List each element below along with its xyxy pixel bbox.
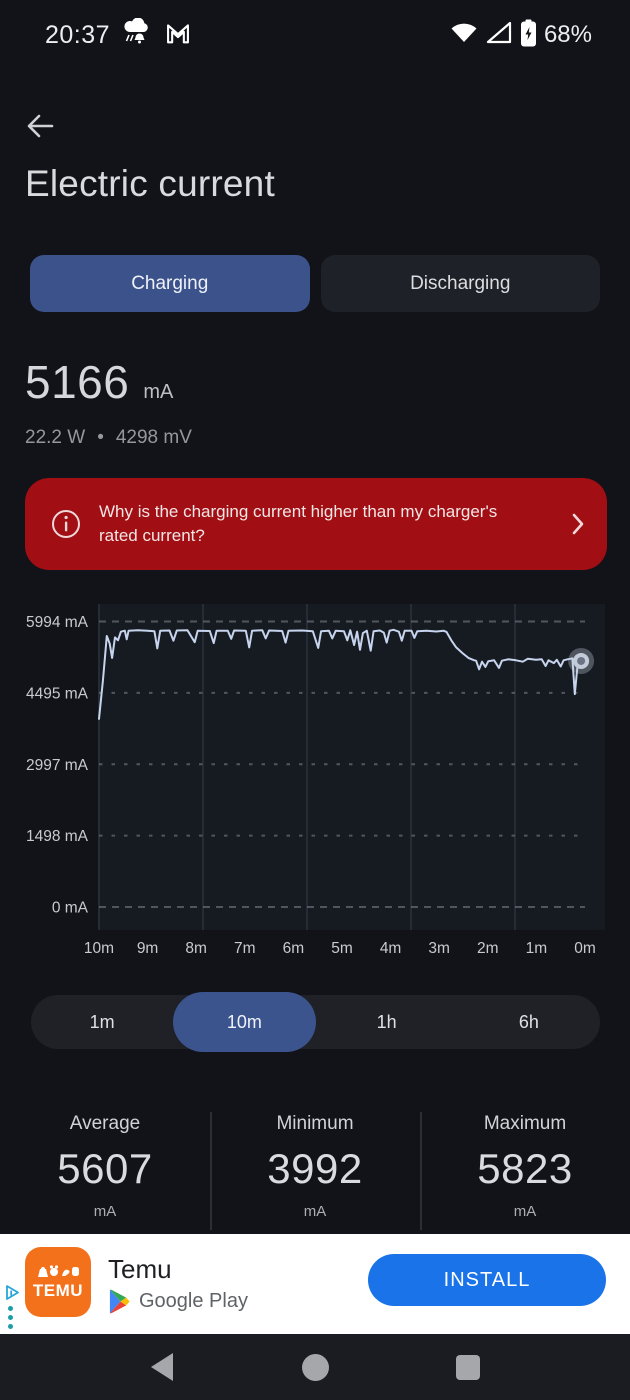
battery-percentage: 68% (543, 21, 592, 48)
current-unit: mA (143, 381, 174, 403)
voltage-value: 4298 mV (115, 427, 192, 448)
temu-app-icon[interactable]: TEMU (25, 1247, 91, 1317)
current-chart-svg[interactable]: 5994 mA 4495 mA 2997 mA 1498 mA 0 mA 10m 9m 8m 7… (0, 596, 630, 968)
separator-dot: • (97, 427, 104, 448)
stat-label: Maximum (483, 1113, 567, 1134)
stat-maximum: Maximum 5823 mA (420, 1105, 630, 1220)
current-chart[interactable]: 5994 mA 4495 mA 2997 mA 1498 mA 0 mA 10m 9m 8m 7… (0, 596, 630, 968)
current-reading: 5166 mA (25, 355, 173, 409)
android-navigation-bar (0, 1334, 630, 1400)
stat-label: Minimum (276, 1113, 354, 1134)
weather-rain-notification-icon (122, 17, 152, 53)
tab-charging[interactable]: Charging (30, 255, 310, 312)
x-axis-tick-label: 10m (84, 940, 114, 957)
back-button[interactable] (20, 106, 60, 146)
ad-store-name: Google Play (139, 1290, 248, 1312)
power-value: 22.2 W (25, 427, 86, 448)
nav-back-button[interactable] (145, 1350, 179, 1384)
nav-home-button[interactable] (298, 1350, 332, 1384)
y-axis-tick-label: 2997 mA (26, 757, 89, 774)
gmail-notification-icon (164, 19, 192, 52)
temu-icon-label: TEMU (32, 1281, 84, 1300)
x-axis-tick-label: 3m (428, 940, 450, 957)
ad-menu-dots-icon[interactable] (8, 1306, 13, 1329)
range-option-10m[interactable]: 10m (173, 992, 316, 1052)
x-axis-tick-label: 5m (331, 940, 353, 957)
stat-label: Average (69, 1113, 141, 1134)
page-title: Electric current (25, 163, 275, 204)
x-axis-tick-label: 6m (283, 940, 305, 957)
nav-home-icon (301, 1353, 329, 1381)
stat-value: 5823 (477, 1145, 573, 1192)
battery-charging-icon (520, 19, 537, 52)
y-axis-tick-label: 5994 mA (26, 614, 89, 631)
range-option-1h[interactable]: 1h (376, 1011, 397, 1032)
chevron-right-icon (572, 513, 584, 535)
info-icon (52, 510, 80, 538)
status-bar: 20:37 68% (0, 0, 630, 70)
current-line-series (98, 628, 583, 720)
y-axis-tick-label: 4495 mA (26, 685, 89, 702)
x-axis-tick-label: 0m (574, 940, 596, 957)
ad-app-name[interactable]: Temu (108, 1254, 172, 1284)
y-axis-tick-label: 1498 mA (26, 828, 89, 845)
x-axis-tick-label: 7m (234, 940, 256, 957)
x-axis-tick-label: 8m (185, 940, 207, 957)
stat-unit: mA (513, 1203, 537, 1220)
banner-question-text: Why is the charging current higher than … (99, 502, 498, 545)
chart-endpoint-center (577, 656, 586, 665)
temu-mascots-icon (38, 1265, 79, 1277)
clock: 20:37 (45, 20, 111, 49)
back-arrow-icon (27, 114, 54, 138)
stats-divider (420, 1112, 422, 1230)
wifi-icon (450, 21, 478, 50)
nav-recents-button[interactable] (451, 1350, 485, 1384)
x-axis-tick-label: 4m (380, 940, 402, 957)
ad-banner[interactable]: TEMU Temu Google Play INSTALL (0, 1234, 630, 1334)
cellular-signal-icon (485, 21, 513, 50)
stat-average: Average 5607 mA (0, 1105, 210, 1220)
charging-info-banner[interactable]: Why is the charging current higher than … (25, 478, 607, 570)
range-option-6h[interactable]: 6h (518, 1011, 539, 1032)
x-axis-tick-label: 9m (137, 940, 159, 957)
stat-unit: mA (93, 1203, 117, 1220)
install-button[interactable]: INSTALL (368, 1254, 606, 1306)
tab-discharging[interactable]: Discharging (320, 255, 600, 312)
time-range-selector: 1m 10m 1h 6h (31, 992, 600, 1052)
y-axis-tick-label: 0 mA (52, 900, 89, 917)
x-axis-tick-label: 2m (477, 940, 499, 957)
stat-unit: mA (303, 1203, 327, 1220)
nav-back-icon (151, 1353, 173, 1381)
range-option-1m[interactable]: 1m (89, 1011, 115, 1032)
stats-row: Average 5607 mA Minimum 3992 mA Maximum … (0, 1105, 630, 1230)
stat-value: 5607 (57, 1145, 153, 1192)
adchoices-icon[interactable] (4, 1284, 21, 1306)
stat-value: 3992 (267, 1145, 363, 1192)
nav-recents-icon (456, 1354, 480, 1380)
chart-plot-area (99, 604, 605, 930)
charge-mode-tabs: Charging Discharging (30, 255, 600, 312)
stats-divider (210, 1112, 212, 1230)
current-value: 5166 (25, 356, 130, 408)
stat-minimum: Minimum 3992 mA (210, 1105, 420, 1220)
power-voltage-info: 22.2 W • 4298 mV (25, 427, 192, 449)
google-play-icon (109, 1289, 130, 1314)
x-axis-tick-label: 1m (526, 940, 548, 957)
